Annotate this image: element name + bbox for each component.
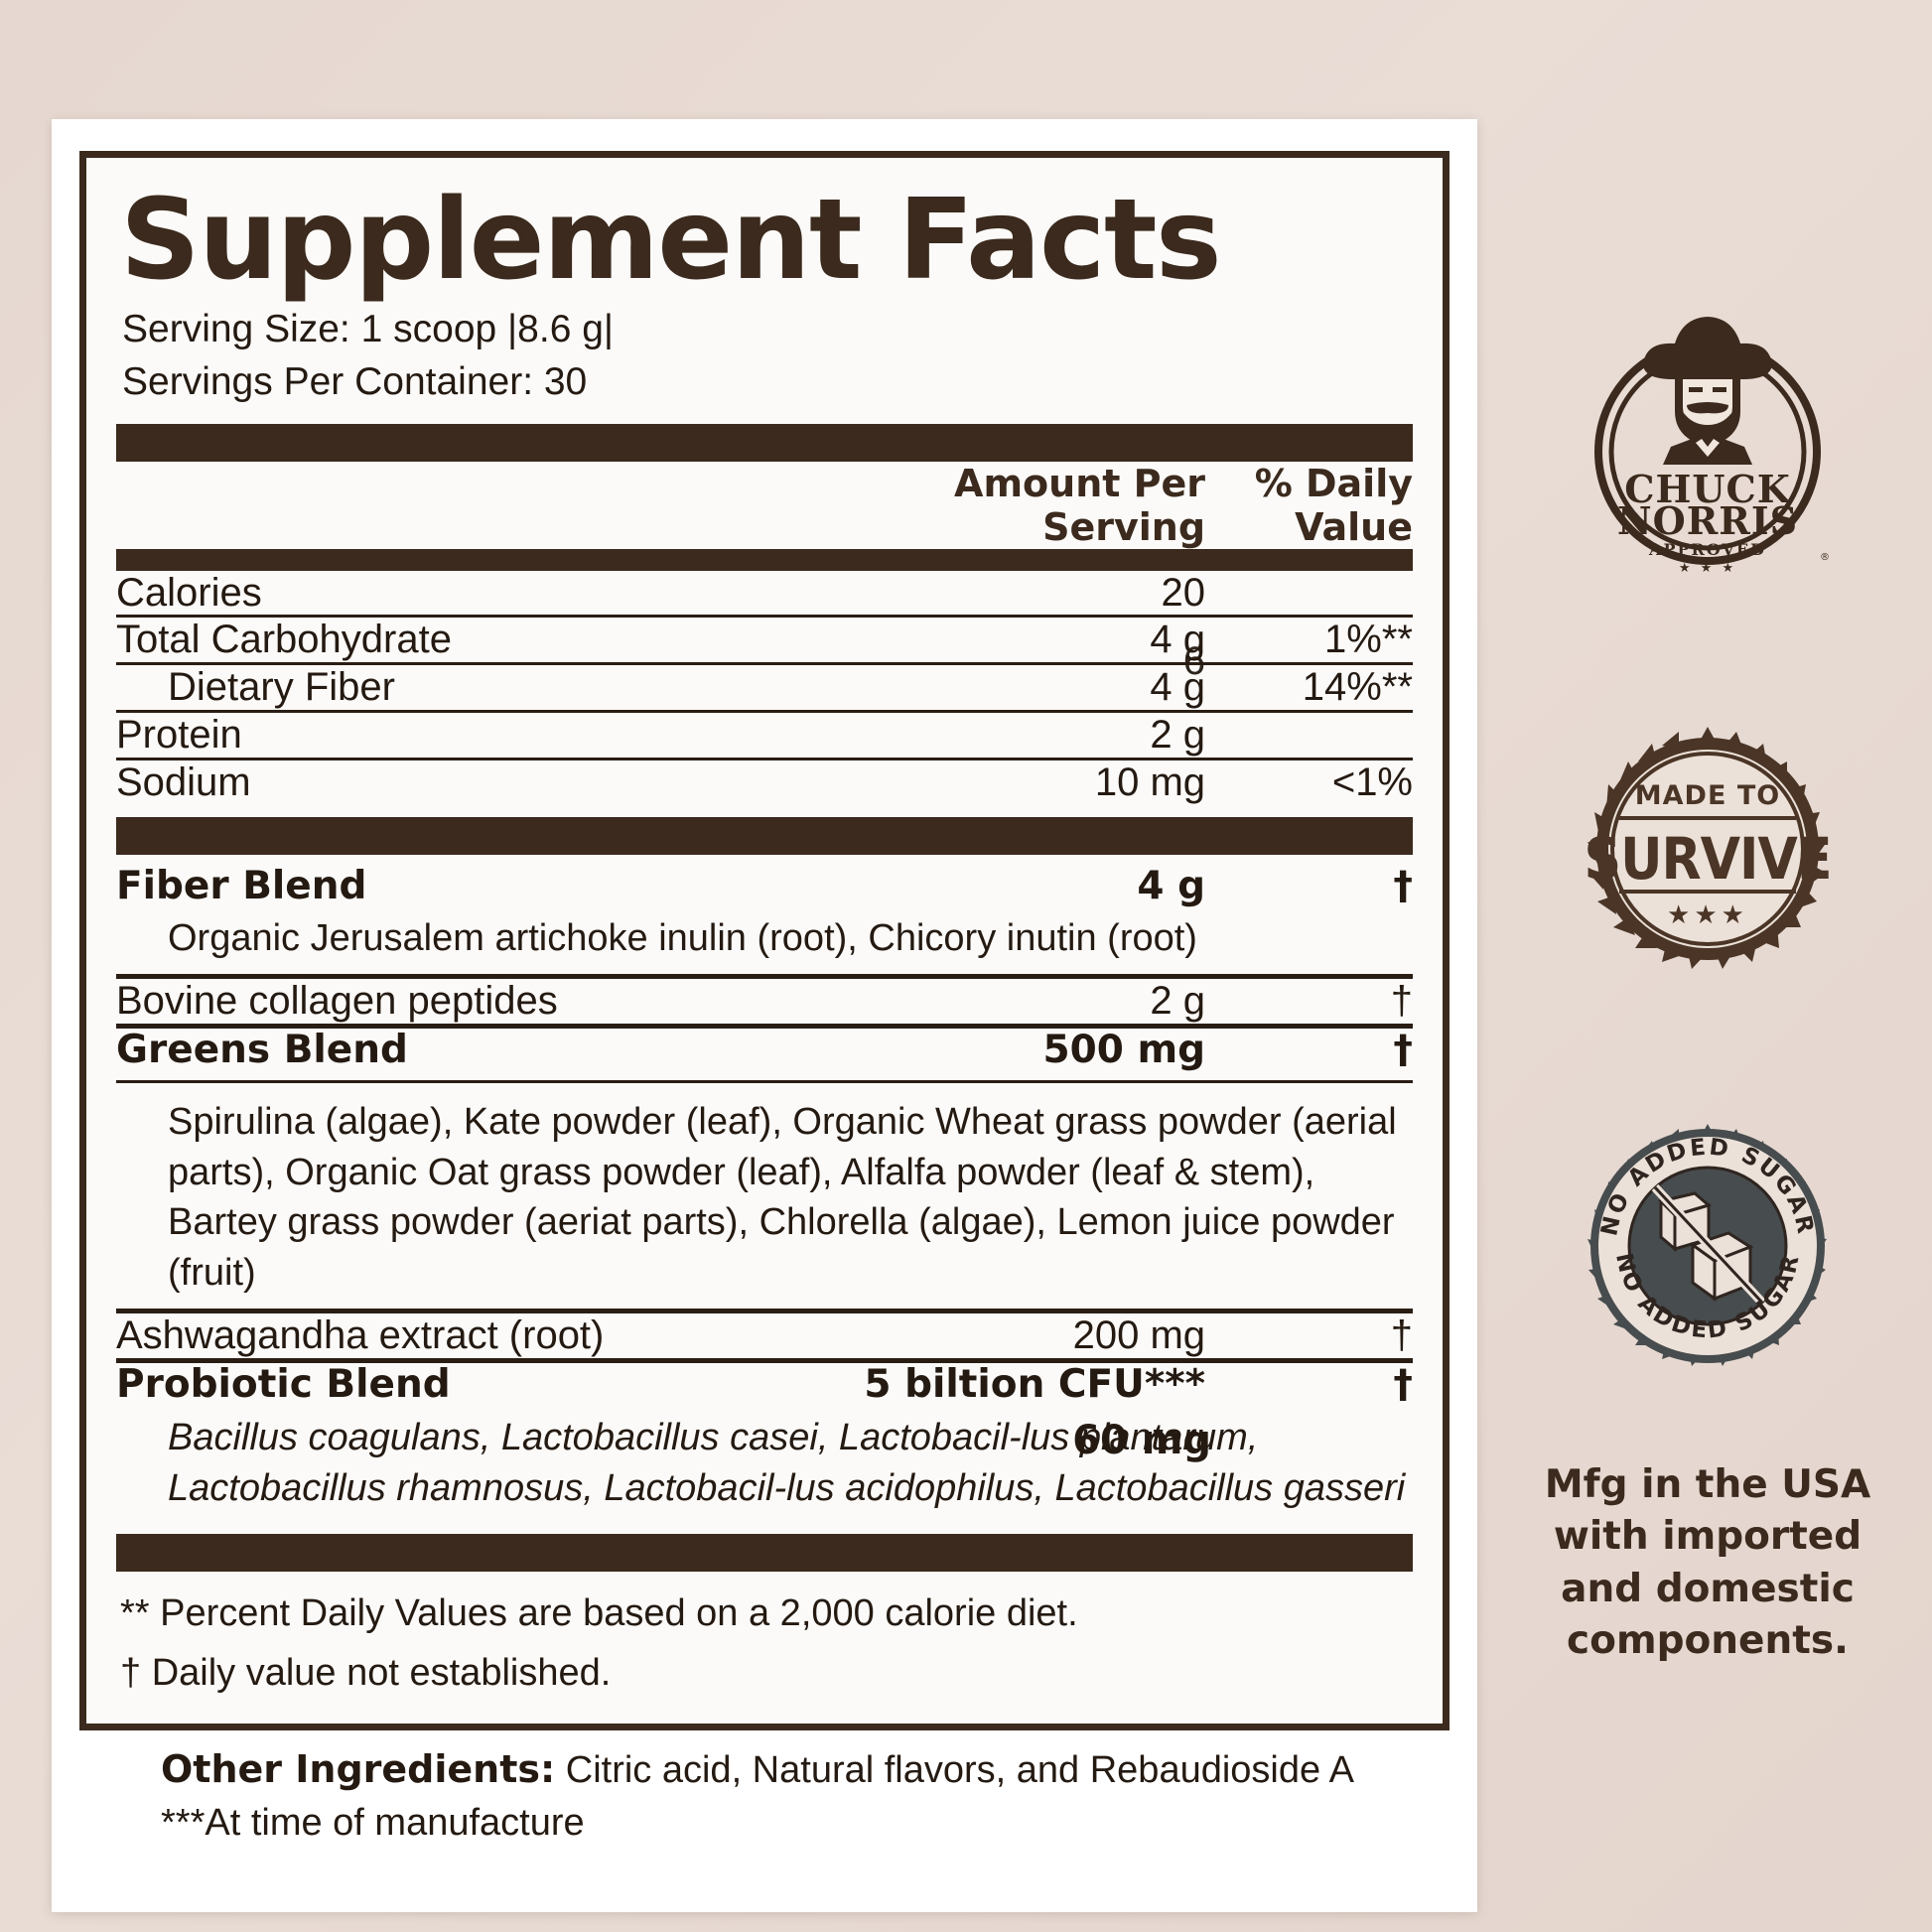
chuck-norris-line1: CHUCK bbox=[1624, 467, 1792, 511]
supplement-facts-panel: Supplement Facts Serving Size: 1 scoop |… bbox=[52, 119, 1477, 1912]
nutrient-dv: 1%** bbox=[1324, 618, 1413, 662]
mfg-note: Mfg in the USA with imported and domesti… bbox=[1544, 1462, 1871, 1663]
other-ingredients-block: Other Ingredients: Citric acid, Natural … bbox=[161, 1743, 1481, 1850]
nutrient-name: Calories bbox=[116, 570, 262, 615]
blend-amount: 4 g bbox=[1137, 863, 1206, 908]
servings-per-container: Servings Per Container: 30 bbox=[122, 359, 588, 403]
row-divider bbox=[116, 757, 1413, 760]
nutrient-dv: 14%** bbox=[1302, 665, 1413, 710]
blend-ingredients: Spirulina (algae), Kate powder (leaf), O… bbox=[168, 1100, 1397, 1295]
nutrition-table: Amount Per Serving % Daily Value bbox=[116, 462, 1413, 549]
nutrient-amount-cell: 6 4 g bbox=[816, 639, 1206, 710]
header-divider-thick bbox=[116, 423, 1413, 462]
table-row: Total Carbohydrate 4 g 1%** bbox=[116, 618, 1413, 662]
blend-name: Ashwagandha extract (root) bbox=[116, 1313, 605, 1358]
chuck-norris-badge-icon: CHUCK NORRIS APPROVED ★ ★ ★ ® bbox=[1594, 317, 1830, 576]
header-divider-medium bbox=[116, 548, 1413, 571]
registered-mark: ® bbox=[1820, 552, 1830, 563]
no-added-sugar-badge-icon: NO ADDED SUGAR NO ADDED SUGAR bbox=[1587, 1124, 1827, 1366]
nutrient-amount: 20 bbox=[1161, 570, 1206, 615]
survive-line2: SURVIVE bbox=[1585, 825, 1832, 893]
nutrient-dv: <1% bbox=[1331, 759, 1413, 804]
header-daily-value: % Daily Value bbox=[1254, 461, 1413, 549]
blend-dv: † bbox=[1393, 863, 1414, 908]
table-row: Bovine collagen peptides 2 g † bbox=[116, 979, 1413, 1024]
footnote-divider bbox=[116, 1533, 1413, 1572]
nutrient-amount: 4 g bbox=[1150, 665, 1206, 710]
blend-amount-cell: 5 biltion CFU*** 60 mg bbox=[816, 1362, 1211, 1463]
chuck-norris-line2: NORRIS bbox=[1617, 498, 1798, 543]
blend-dv: † bbox=[1390, 979, 1413, 1024]
nutrient-name: Sodium bbox=[116, 759, 251, 804]
row-divider bbox=[116, 1358, 1413, 1364]
table-row: Dietary Fiber 6 4 g 14%** bbox=[116, 639, 1413, 710]
blend-dv: † bbox=[1393, 1027, 1414, 1072]
table-header-row: Amount Per Serving % Daily Value bbox=[116, 462, 1413, 549]
blend-dv: † bbox=[1390, 1313, 1413, 1358]
row-divider bbox=[116, 710, 1413, 713]
table-row: Sodium 10 mg <1% bbox=[116, 760, 1413, 805]
other-ingredients-line: Other Ingredients: Citric acid, Natural … bbox=[161, 1743, 1481, 1797]
badge-column: CHUCK NORRIS APPROVED ★ ★ ★ ® bbox=[1509, 119, 1906, 1667]
survive-line1: MADE TO bbox=[1635, 780, 1780, 811]
blend-rows: Fiber Blend 4 g † Organic Jerusalem arti… bbox=[116, 863, 1414, 1524]
other-ingredients-text: Citric acid, Natural flavors, and Rebaud… bbox=[555, 1749, 1354, 1791]
chuck-norris-line3: APPROVED bbox=[1648, 540, 1766, 559]
blend-section-divider bbox=[116, 816, 1413, 855]
blend-name: Bovine collagen peptides bbox=[116, 979, 558, 1024]
row-divider bbox=[116, 662, 1413, 666]
footnote-dagger: † Daily value not established. bbox=[120, 1651, 612, 1694]
blend-name: Greens Blend bbox=[116, 1027, 408, 1072]
blend-amount-secondary: 60 mg bbox=[1072, 1418, 1212, 1464]
blend-name: Fiber Blend bbox=[116, 863, 367, 908]
table-row: Calories 20 bbox=[116, 571, 1413, 616]
other-ingredients-label: Other Ingredients: bbox=[161, 1747, 556, 1791]
blend-amount: 500 mg bbox=[1042, 1027, 1206, 1072]
blend-amount: 200 mg bbox=[1072, 1313, 1206, 1358]
blend-ingredients-italic: Bacillus coagulans, Lactobacillus casei,… bbox=[168, 1416, 1406, 1509]
nutrient-rows: Calories 20 Total Carbohydrate 4 g 1%** … bbox=[116, 571, 1413, 805]
table-row: Ashwagandha extract (root) 200 mg † bbox=[116, 1313, 1413, 1358]
header-blank bbox=[116, 462, 816, 549]
footnote-daily-values: ** Percent Daily Values are based on a 2… bbox=[120, 1591, 1078, 1634]
nutrient-amount: 4 g bbox=[1150, 618, 1206, 662]
table-row: Greens Blend 500 mg † bbox=[116, 1029, 1413, 1072]
table-row: Fiber Blend 4 g † bbox=[116, 863, 1414, 908]
row-divider bbox=[116, 1309, 1413, 1314]
made-to-survive-badge-icon: MADE TO SURVIVE ★★★ bbox=[1585, 727, 1832, 969]
nutrient-amount-ghost: 6 bbox=[1182, 639, 1206, 684]
nutrient-amount: 2 g bbox=[1150, 713, 1206, 757]
chuck-norris-stars: ★ ★ ★ bbox=[1679, 561, 1736, 576]
nutrient-dv bbox=[1205, 571, 1413, 616]
header-amount-per-serving: Amount Per Serving bbox=[954, 461, 1206, 549]
row-divider bbox=[116, 1023, 1413, 1029]
serving-size: Serving Size: 1 scoop |8.6 g| bbox=[122, 308, 615, 351]
page-title: Supplement Facts bbox=[120, 176, 1222, 305]
survive-stars: ★★★ bbox=[1667, 900, 1748, 930]
table-row: Probiotic Blend 5 biltion CFU*** 60 mg † bbox=[116, 1362, 1414, 1463]
nutrient-amount: 10 mg bbox=[1094, 759, 1206, 804]
row-divider bbox=[116, 615, 1413, 619]
blend-name: Probiotic Blend bbox=[116, 1362, 451, 1408]
blend-amount: 5 biltion CFU*** bbox=[864, 1362, 1206, 1408]
nutrient-name: Protein bbox=[116, 713, 242, 757]
table-row: Protein 2 g bbox=[116, 713, 1413, 758]
supplement-facts-box: Supplement Facts Serving Size: 1 scoop |… bbox=[79, 151, 1449, 1731]
chuck-norris-approved-badge: CHUCK NORRIS APPROVED ★ ★ ★ ® bbox=[1584, 308, 1832, 576]
row-divider bbox=[116, 974, 1413, 980]
no-added-sugar-badge: NO ADDED SUGAR NO ADDED SUGAR bbox=[1584, 1122, 1832, 1370]
blend-dv: † bbox=[1393, 1362, 1414, 1408]
blend-amount: 2 g bbox=[1150, 979, 1206, 1024]
nutrient-name: Total Carbohydrate bbox=[116, 618, 452, 662]
manufacture-note: ***At time of manufacture bbox=[161, 1802, 585, 1845]
row-divider bbox=[116, 1079, 1413, 1083]
blend-ingredients: Organic Jerusalem artichoke inulin (root… bbox=[168, 917, 1197, 960]
nutrient-name: Dietary Fiber bbox=[168, 665, 395, 710]
made-to-survive-badge: MADE TO SURVIVE ★★★ bbox=[1584, 725, 1832, 973]
nutrient-dv bbox=[1205, 713, 1413, 758]
